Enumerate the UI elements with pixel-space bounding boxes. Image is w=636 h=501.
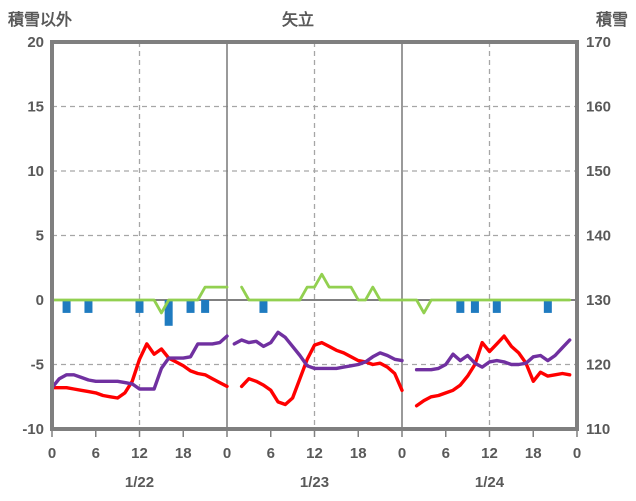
right-axis-tick-label: 110 — [586, 421, 610, 438]
right-axis-tick-label: 140 — [586, 228, 611, 245]
red-line-day3 — [414, 334, 572, 408]
x-axis-hour-label: 18 — [350, 445, 367, 462]
blue-bar — [470, 300, 479, 313]
blue-bar — [492, 300, 501, 313]
x-axis-hour-label: 0 — [398, 445, 406, 462]
left-axis-tick-label: 15 — [27, 99, 44, 116]
red-line-day1 — [50, 342, 229, 400]
left-axis-tick-label: 5 — [36, 228, 44, 245]
x-axis-hour-label: 6 — [267, 445, 275, 462]
blue-bar — [456, 300, 465, 313]
right-axis-tick-label: 120 — [586, 357, 611, 374]
right-axis-tick-label: 150 — [586, 163, 611, 180]
blue-bar — [62, 300, 71, 313]
x-axis-hour-label: 12 — [306, 445, 323, 462]
blue-bar — [84, 300, 93, 313]
purple-line-day1 — [50, 334, 229, 391]
green-line-day2 — [240, 272, 404, 302]
blue-bar — [186, 300, 195, 313]
right-axis-tick-label: 160 — [586, 99, 611, 116]
green-line-day3 — [400, 298, 572, 315]
blue-bar — [135, 300, 144, 313]
x-axis-date-label: 1/23 — [300, 474, 329, 491]
x-axis-hour-label: 6 — [92, 445, 100, 462]
purple-line-day2 — [232, 330, 404, 371]
chart-title: 矢立 — [281, 12, 314, 29]
x-axis-date-label: 1/22 — [125, 474, 154, 491]
left-axis-tick-label: 10 — [27, 163, 44, 180]
x-axis-hour-label: 0 — [48, 445, 56, 462]
right-axis-tick-label: 170 — [586, 34, 611, 51]
x-axis-hour-label: 18 — [525, 445, 542, 462]
purple-line-day3 — [414, 338, 572, 372]
x-axis-hour-label: 0 — [223, 445, 231, 462]
right-axis-tick-label: 130 — [586, 292, 611, 309]
left-axis-title: 積雪以外 — [8, 12, 73, 29]
x-axis-date-label: 1/24 — [475, 474, 505, 491]
x-axis-hour-label: 18 — [175, 445, 192, 462]
x-axis-hour-label: 12 — [131, 445, 148, 462]
plot-frame — [50, 40, 579, 431]
left-axis-tick-label: 0 — [36, 292, 44, 309]
right-axis-title: 積雪 — [595, 12, 628, 29]
x-axis-hour-label: 6 — [442, 445, 450, 462]
x-axis-hour-label: 12 — [481, 445, 498, 462]
left-axis-tick-label: -10 — [22, 421, 44, 438]
red-line-day2 — [239, 340, 404, 407]
blue-bar — [543, 300, 552, 313]
left-axis-tick-label: 20 — [27, 34, 44, 51]
blue-bar — [164, 300, 173, 326]
green-line-day1 — [50, 285, 229, 315]
blue-bar — [201, 300, 210, 313]
left-axis-tick-label: -5 — [31, 357, 44, 374]
x-axis-hour-label: 0 — [573, 445, 581, 462]
blue-bar — [259, 300, 268, 313]
